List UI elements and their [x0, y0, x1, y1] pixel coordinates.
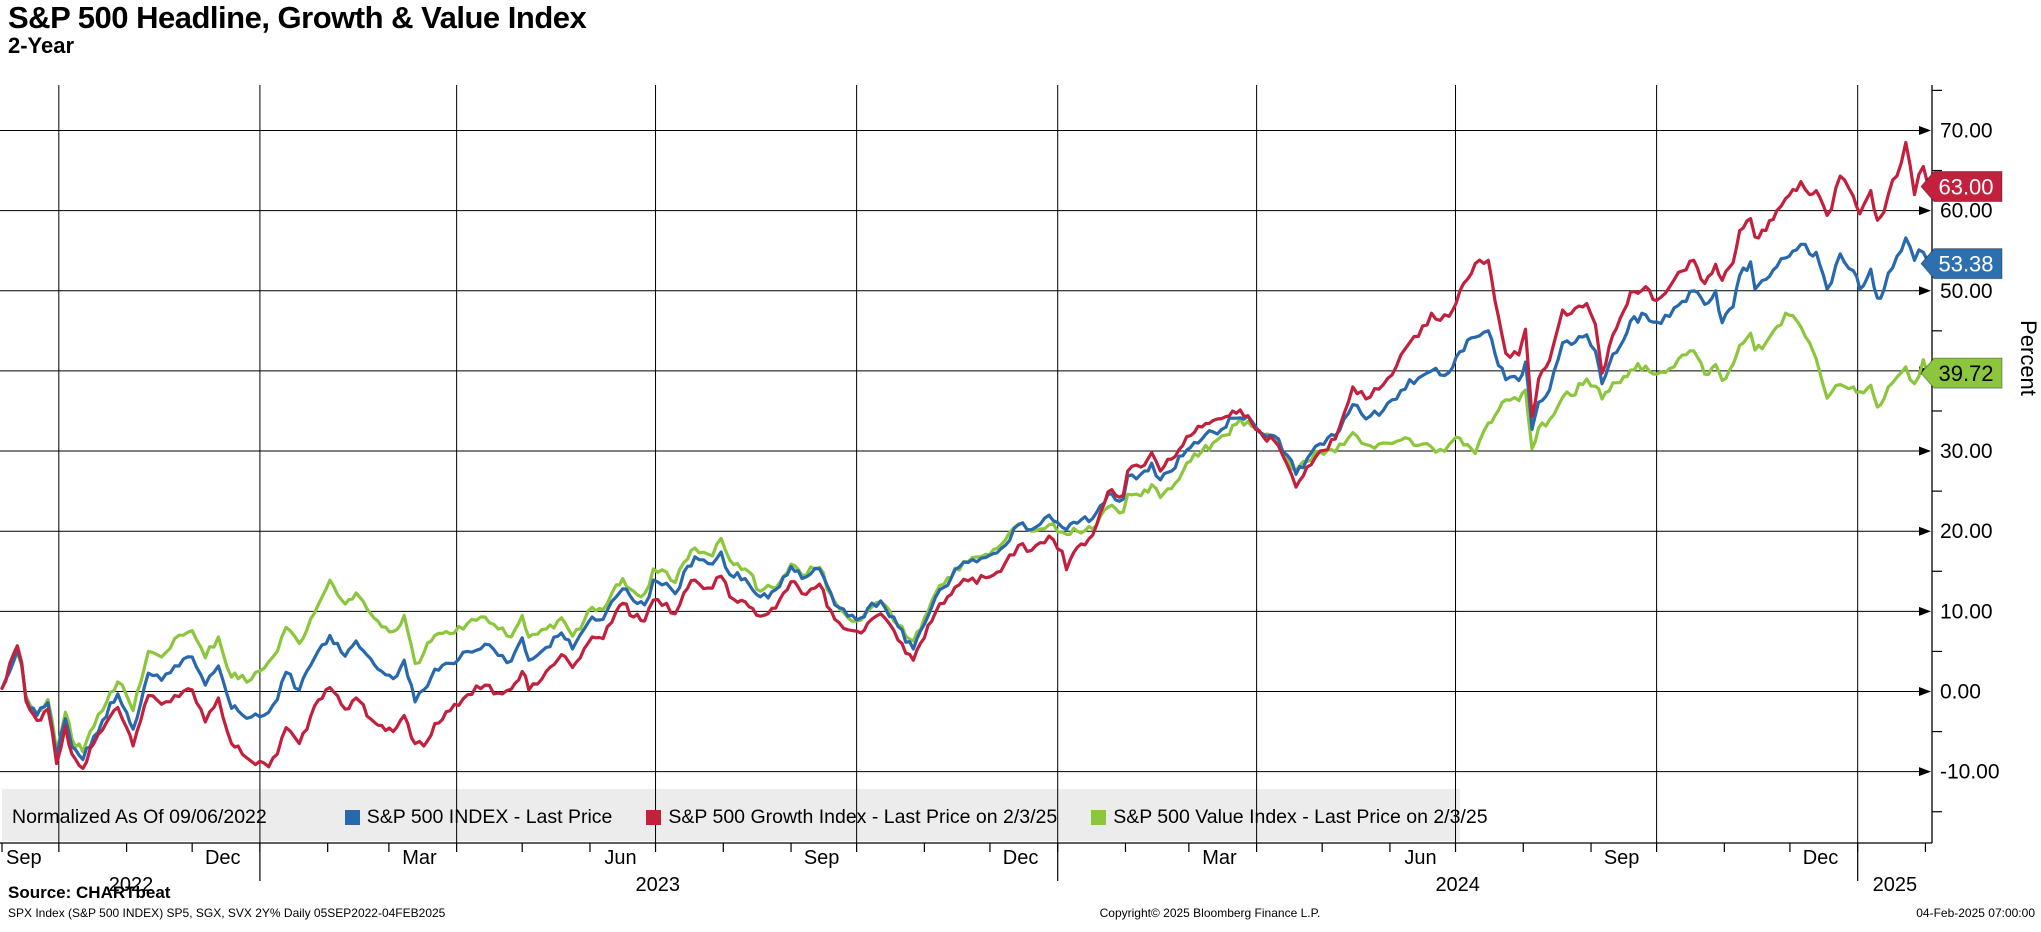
y-axis-tick-label: 30.00	[1940, 440, 1993, 463]
legend-label-sp500-index: S&P 500 INDEX - Last Price	[366, 805, 613, 828]
ticker-line: SPX Index (S&P 500 INDEX) SP5, SGX, SVX …	[8, 906, 446, 920]
source-label: Source: CHARTbeat	[8, 883, 171, 902]
legend-label-value-index: S&P 500 Value Index - Last Price on 2/3/…	[1113, 805, 1488, 828]
gridline-arrow-icon	[1919, 687, 1931, 696]
y-axis-tick-label: 70.00	[1940, 119, 1993, 142]
gridline-arrow-icon	[1919, 286, 1931, 296]
y-axis-tick-label: 50.00	[1940, 280, 1993, 303]
x-axis-month-label: Mar	[402, 847, 437, 869]
last-value-badge: 63.00	[1920, 171, 2003, 203]
timestamp-label: 04-Feb-2025 07:00:00	[1916, 906, 2035, 920]
y-axis-unit-label: Percent	[2016, 320, 2041, 396]
y-axis-tick-label: -10.00	[1940, 761, 2000, 784]
chart-subtitle: 2-Year	[8, 33, 75, 58]
badge-value-label: 53.38	[1938, 252, 1993, 277]
gridline-arrow-icon	[1919, 767, 1931, 777]
x-axis-year-label: 2023	[635, 874, 680, 896]
x-axis-ticks	[1, 843, 1927, 881]
copyright-label: Copyright© 2025 Bloomberg Finance L.P.	[1099, 906, 1321, 920]
gridline-arrow-icon	[1919, 206, 1931, 216]
x-axis-year-label: 2024	[1435, 874, 1480, 896]
x-axis-month-label: Jun	[1404, 847, 1436, 869]
legend-strip-background	[2, 789, 1460, 841]
y-axis-tick-label: 10.00	[1940, 600, 1993, 623]
chart-legend: Normalized As Of 09/06/2022 S&P 500 INDE…	[12, 800, 1488, 834]
badge-pennant-icon	[1920, 248, 2003, 280]
badge-value-label: 39.72	[1938, 361, 1993, 386]
legend-label-growth-index: S&P 500 Growth Index - Last Price on 2/3…	[668, 805, 1058, 828]
series-line-growth-index	[0, 140, 1932, 771]
last-value-badge: 39.72	[1920, 357, 2003, 389]
x-axis-month-label: Dec	[205, 847, 241, 869]
axes	[0, 85, 1933, 844]
x-axis-month-label: Dec	[1003, 847, 1039, 869]
x-axis-year-label: 2022	[109, 874, 154, 896]
legend-swatch-value-index	[1091, 809, 1107, 825]
y-axis-tick-label: 60.00	[1940, 200, 1993, 223]
legend-item-value-index: S&P 500 Value Index - Last Price on 2/3/…	[1091, 805, 1488, 829]
x-axis-month-label: Dec	[1803, 847, 1839, 869]
gridline-arrow-icon	[1919, 446, 1931, 456]
last-value-badge: 53.38	[1920, 248, 2003, 280]
vertical-gridlines	[58, 85, 1859, 843]
x-axis-year-label: 2025	[1873, 874, 1918, 896]
horizontal-gridlines	[0, 125, 1931, 777]
badge-pennant-icon	[1920, 171, 2003, 203]
badge-value-label: 63.00	[1938, 175, 1993, 200]
legend-item-sp500-index: S&P 500 INDEX - Last Price	[344, 805, 613, 829]
gridline-arrow-icon	[1919, 606, 1931, 616]
x-axis-month-label: Sep	[804, 847, 840, 869]
x-axis-month-label: Sep	[6, 847, 42, 869]
x-axis-month-label: Mar	[1202, 847, 1237, 869]
gridline-arrow-icon	[1919, 526, 1931, 536]
legend-normalized-label: Normalized As Of 09/06/2022	[12, 805, 267, 828]
x-axis-month-label: Jun	[604, 847, 636, 869]
gridline-arrow-icon	[1919, 125, 1931, 135]
y-axis-tick-label: 20.00	[1940, 520, 1993, 543]
legend-item-growth-index: S&P 500 Growth Index - Last Price on 2/3…	[646, 806, 1057, 829]
series-line-value-index	[0, 311, 1932, 754]
chart-title: S&P 500 Headline, Growth & Value Index	[8, 0, 587, 35]
legend-swatch-growth-index	[646, 809, 662, 825]
x-axis-month-label: Sep	[1604, 847, 1640, 869]
badge-pennant-icon	[1920, 357, 2003, 389]
legend-swatch-sp500-index	[344, 809, 360, 825]
series-line-sp500-index	[0, 236, 1932, 762]
y-axis-tick-label: 0.00	[1940, 681, 1981, 704]
